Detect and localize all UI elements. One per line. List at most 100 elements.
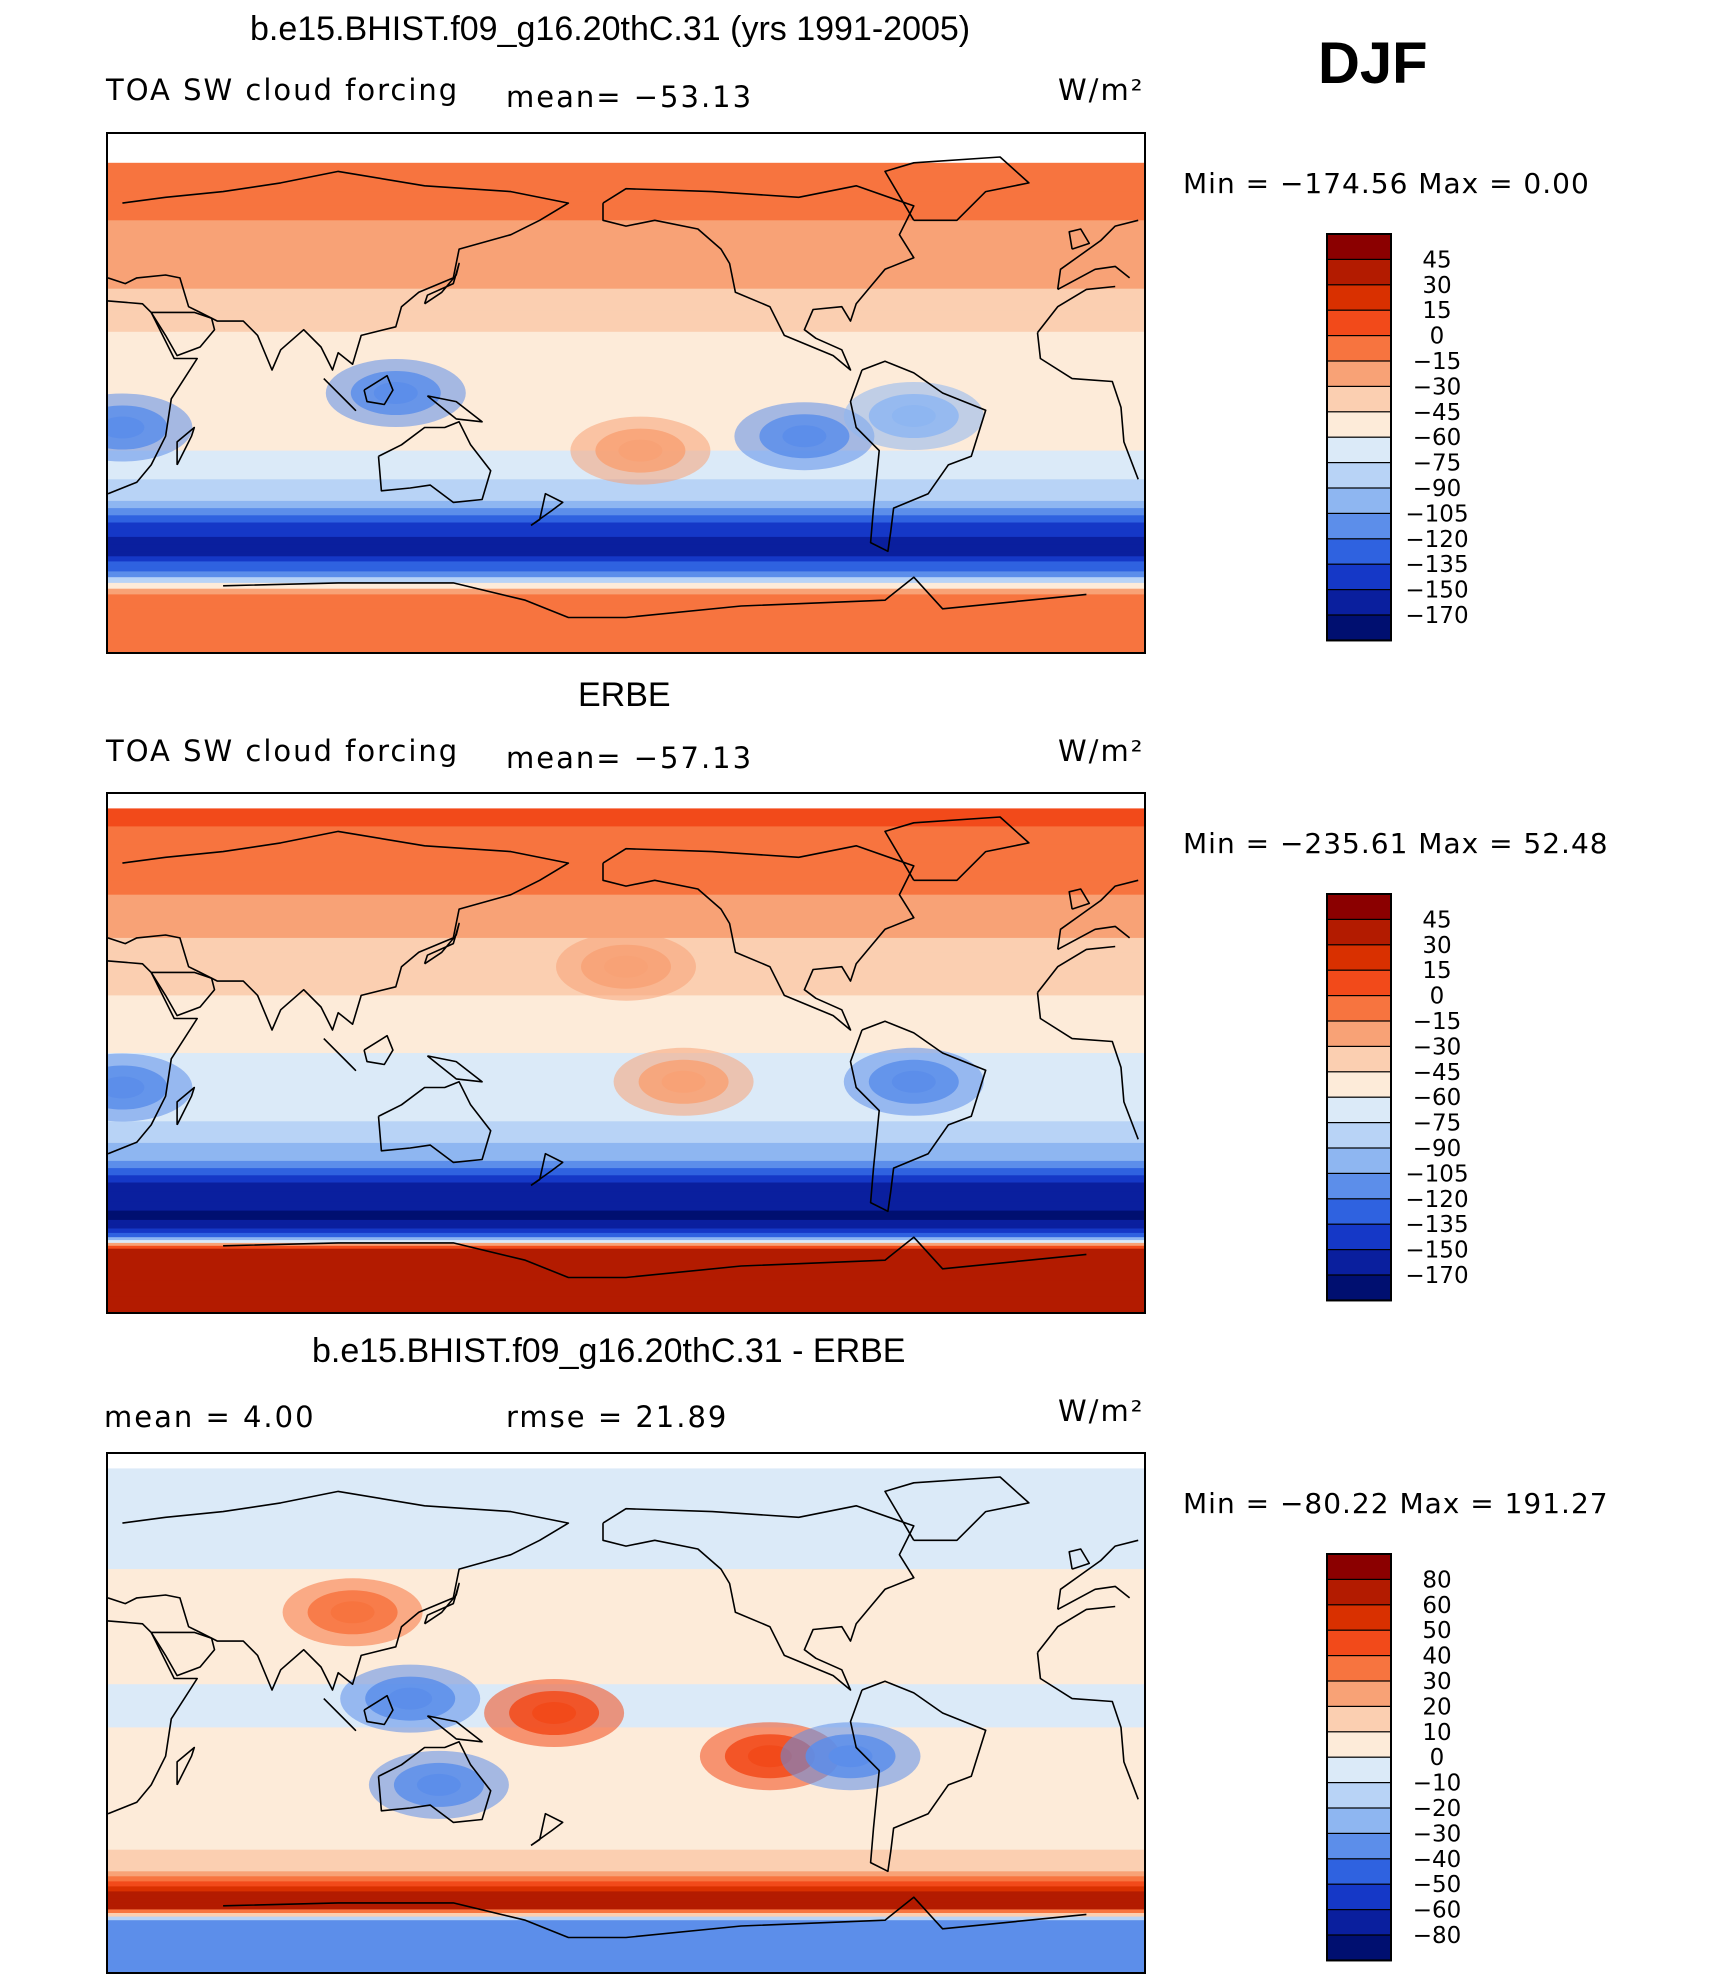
map-band	[108, 493, 1144, 502]
map-feature-central-africa	[108, 416, 145, 439]
map-band	[108, 1038, 1144, 1054]
coastline	[223, 1236, 1087, 1279]
coastline	[1068, 1548, 1091, 1570]
coastline	[363, 1034, 394, 1066]
map-band	[108, 623, 1144, 639]
map-band	[108, 1946, 1144, 1960]
map-band	[108, 1175, 1144, 1184]
map-band	[108, 1224, 1144, 1230]
coastline	[176, 1086, 196, 1126]
colorbar-swatch	[1326, 1249, 1392, 1276]
colorbar-tick-label: −150	[1405, 578, 1468, 604]
map-band	[108, 220, 1144, 236]
colorbar-swatch	[1326, 1274, 1392, 1302]
map-band	[108, 1741, 1144, 1757]
colorbar-tick-label: −45	[1413, 1060, 1462, 1086]
panel3-map	[106, 1452, 1146, 1974]
coastline	[849, 1680, 987, 1873]
map-band	[108, 588, 1144, 596]
map-band	[108, 1543, 1144, 1570]
map-band	[108, 1168, 1144, 1176]
colorbar-swatch	[1326, 994, 1392, 1022]
panel3-minmax: Min = −80.22 Max = 191.27	[1183, 1487, 1609, 1520]
coastline	[377, 1081, 492, 1164]
colorbar-swatch	[1326, 1756, 1392, 1784]
colorbar-swatch	[1326, 1578, 1392, 1606]
colorbar-swatch	[1326, 1629, 1392, 1657]
colorbar-swatch	[1326, 284, 1392, 312]
colorbar-swatch	[1326, 1223, 1392, 1251]
colorbar-tick-label: −120	[1405, 527, 1468, 553]
map-feature-australia	[416, 1773, 461, 1796]
colorbar-tick-label: −75	[1413, 451, 1462, 477]
colorbar-tick-label: −120	[1405, 1187, 1468, 1213]
colorbar-tick-label: −10	[1413, 1771, 1462, 1797]
map-band	[108, 1828, 1144, 1840]
map-band	[108, 894, 1144, 910]
colorbar-outline	[1326, 233, 1392, 642]
map-band	[108, 1210, 1144, 1221]
map-band	[108, 353, 1144, 365]
map-band	[108, 637, 1144, 652]
coastline	[884, 1476, 1030, 1542]
map-band	[108, 205, 1144, 221]
coastline	[849, 1020, 987, 1213]
colorbar-swatch	[1326, 1147, 1392, 1175]
map-band	[108, 808, 1144, 827]
map-feature-stratocumulus-peru	[782, 425, 827, 448]
colorbar-tick-label: −60	[1413, 1898, 1462, 1924]
colorbar-tick-label: −30	[1413, 1034, 1462, 1060]
colorbar-tick-label: 30	[1422, 273, 1451, 299]
colorbar-tick-label: −105	[1405, 501, 1468, 527]
colorbar-tick-label: −80	[1413, 1923, 1462, 1949]
colorbar-swatch	[1326, 1071, 1392, 1099]
map-band	[108, 1590, 1144, 1613]
map-band	[108, 500, 1144, 509]
colorbar-tick-label: 10	[1422, 1720, 1451, 1746]
map-band	[108, 1201, 1144, 1212]
colorbar-swatch	[1326, 1731, 1392, 1759]
map-feature-amazon	[891, 405, 936, 427]
colorbar-swatch	[1326, 1782, 1392, 1809]
colorbar-swatch	[1326, 512, 1392, 540]
map-band	[108, 263, 1144, 279]
colorbar-tick-label: −45	[1413, 400, 1462, 426]
colorbar-swatch	[1326, 589, 1392, 616]
map-band	[108, 1905, 1144, 1910]
map-band	[108, 321, 1144, 333]
map-band	[108, 1876, 1144, 1882]
coastline	[530, 1152, 564, 1187]
map-band	[108, 177, 1144, 193]
map-band	[108, 371, 1144, 380]
map-band	[108, 571, 1144, 578]
map-band	[108, 1009, 1144, 1025]
coastline	[108, 170, 1139, 371]
map-band	[108, 1121, 1144, 1133]
colorbar-swatch	[1326, 1909, 1392, 1936]
colorbar-swatch	[1326, 614, 1392, 642]
colorbar-tick-label: −75	[1413, 1111, 1462, 1137]
coastline	[423, 1582, 460, 1625]
map-band	[108, 536, 1144, 545]
map-band	[108, 378, 1144, 387]
map-band	[108, 1655, 1144, 1671]
colorbar-tick-label: −170	[1405, 603, 1468, 629]
map-band	[108, 1684, 1144, 1700]
coastline	[423, 922, 460, 965]
map-band	[108, 1920, 1144, 1934]
map-band	[108, 923, 1144, 939]
map-band	[108, 1871, 1144, 1877]
colorbar-tick-label: −60	[1413, 1085, 1462, 1111]
map-band	[108, 310, 1144, 322]
map-band	[108, 364, 1144, 372]
map-band	[108, 1849, 1144, 1862]
colorbar-swatch	[1326, 1553, 1392, 1581]
map-band	[108, 234, 1144, 250]
map-band	[108, 544, 1144, 552]
map-band	[108, 249, 1144, 265]
map-band	[108, 909, 1144, 925]
map-band	[108, 288, 1144, 301]
map-feature-south-east-pacific	[747, 1745, 792, 1768]
colorbar-swatch	[1326, 487, 1392, 515]
map-band	[108, 331, 1144, 344]
